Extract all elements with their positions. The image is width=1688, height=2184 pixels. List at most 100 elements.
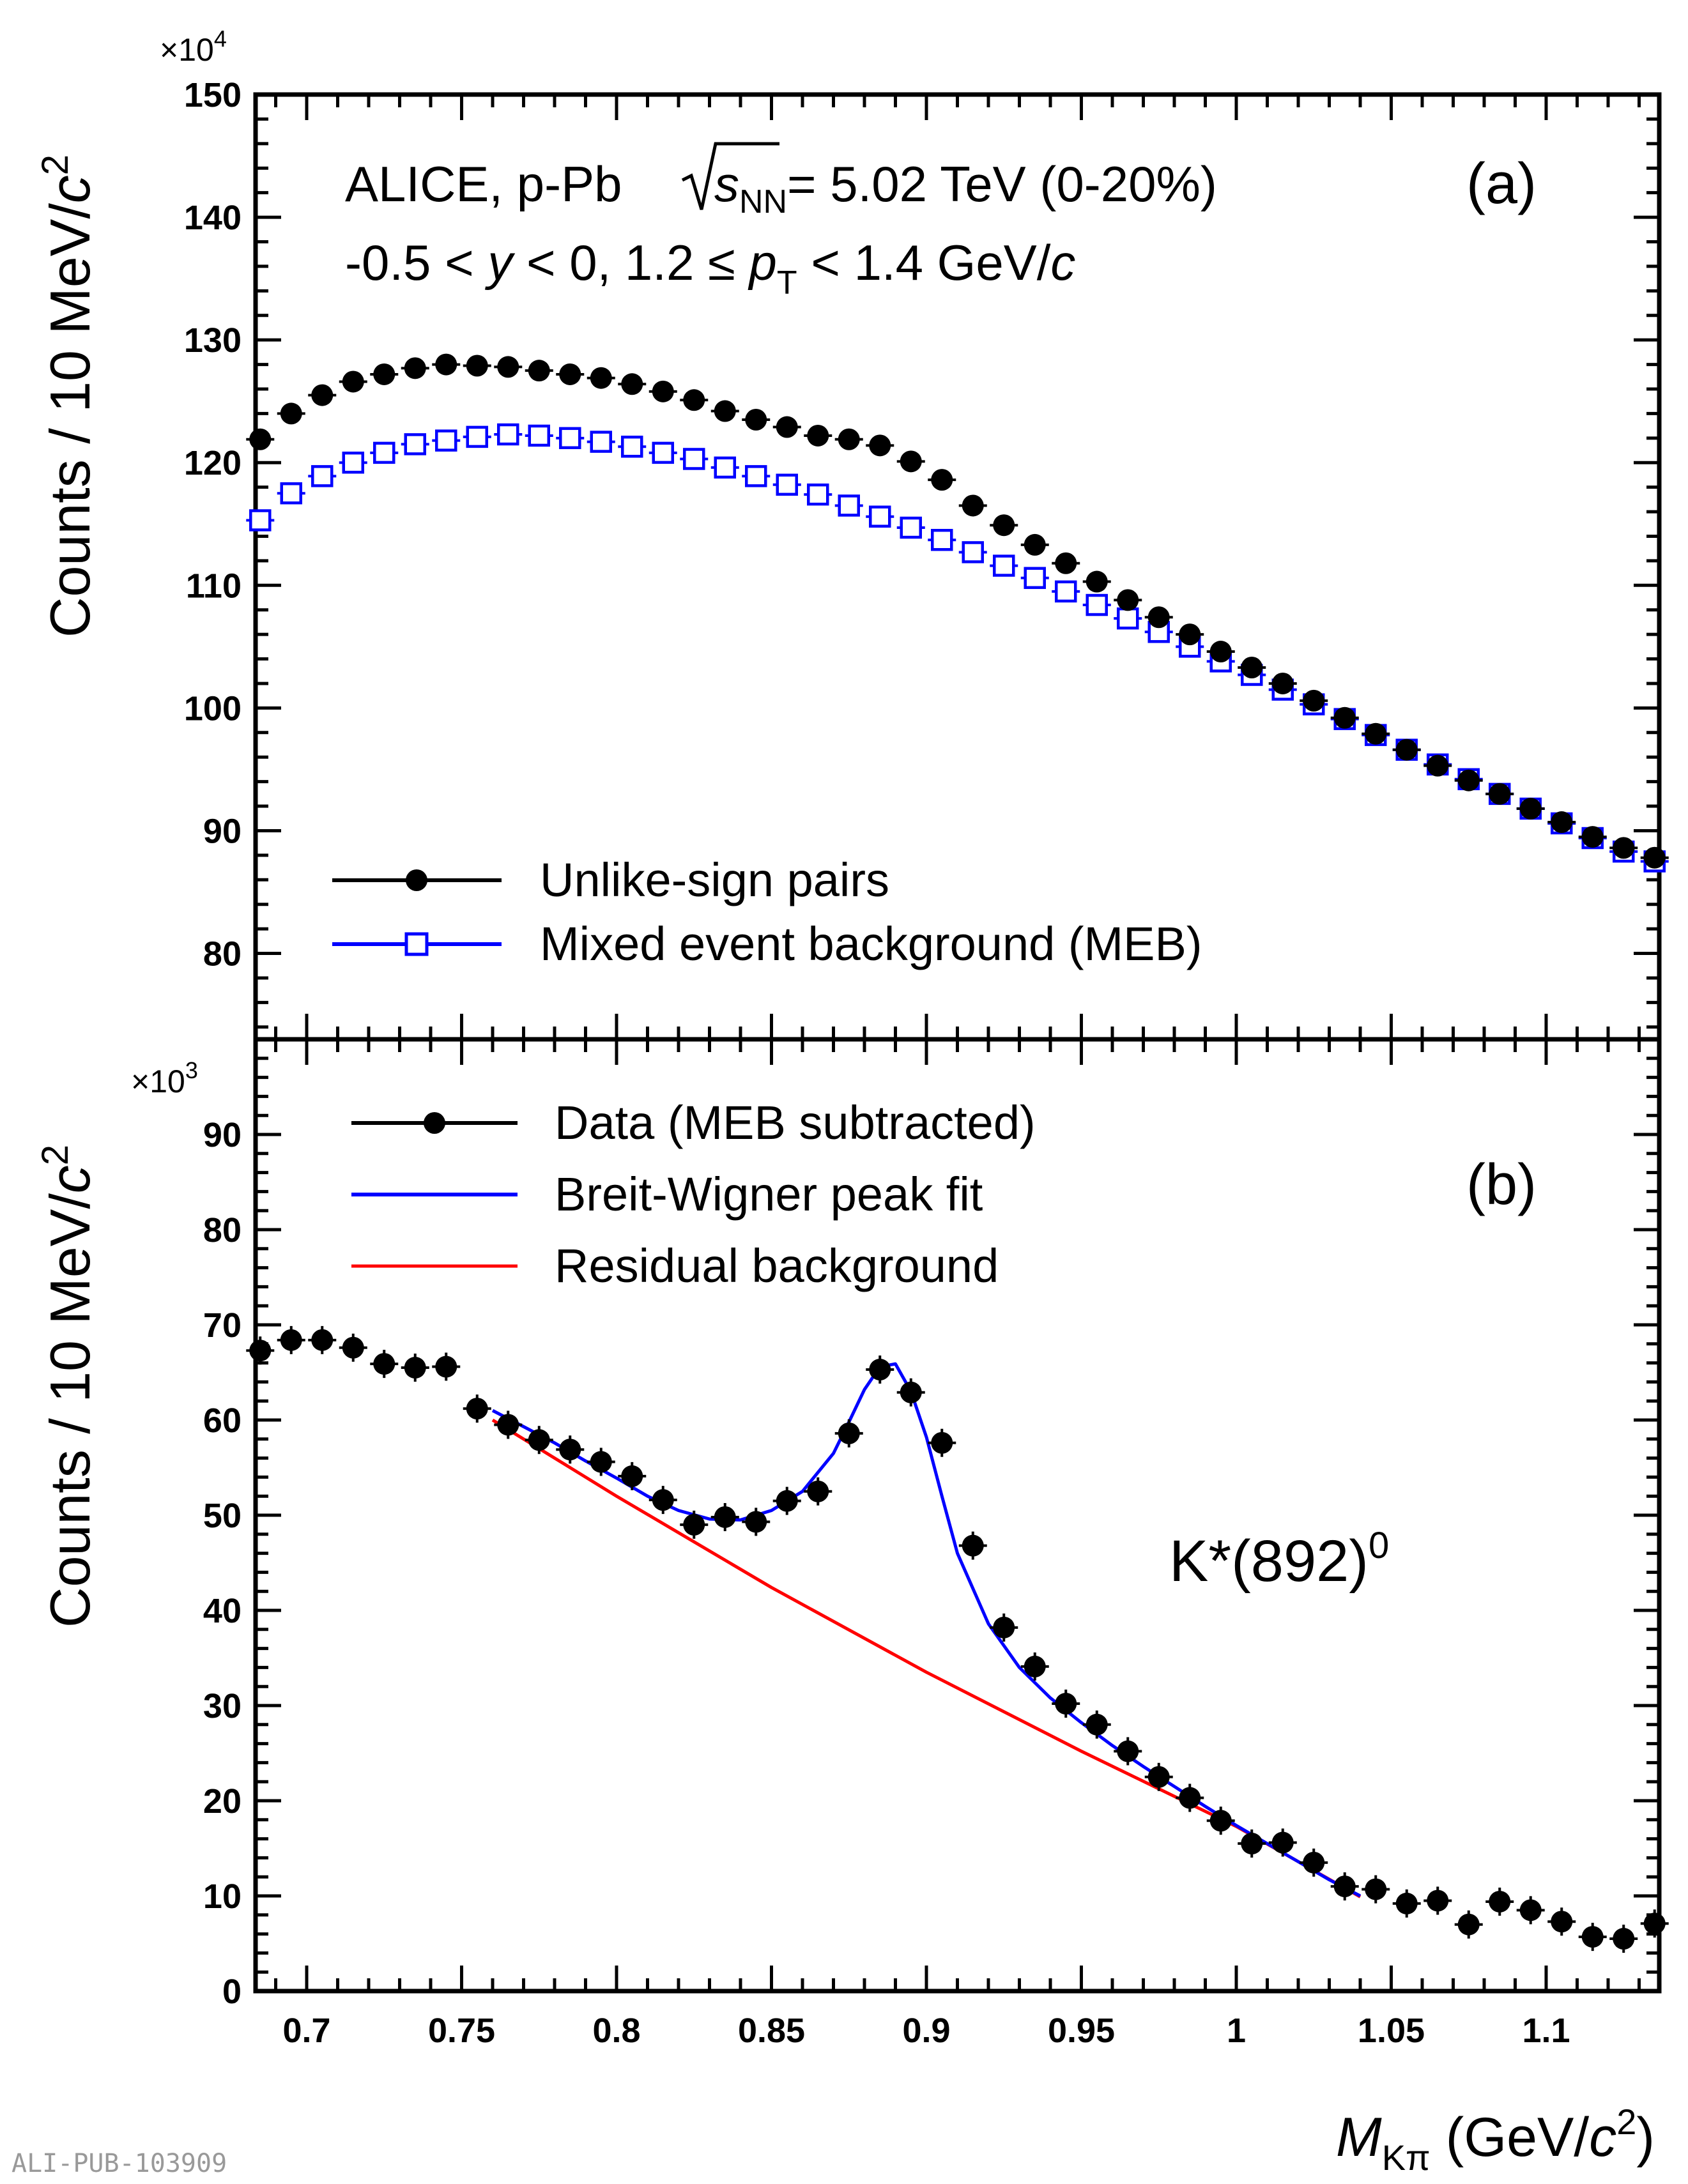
data-point	[528, 1429, 550, 1451]
legend-unlike-label: Unlike-sign pairs	[540, 853, 889, 906]
unlike-point	[1427, 754, 1449, 777]
unlike-point	[590, 367, 612, 389]
data-point	[435, 1355, 457, 1378]
meb-point	[311, 465, 334, 487]
unlike-point	[1333, 706, 1356, 729]
unlike-point	[1519, 797, 1542, 820]
data-point	[652, 1489, 674, 1511]
data-point	[1303, 1851, 1325, 1874]
meb-point	[1116, 607, 1139, 630]
panel-b-ytick-labels: 0 10 20 30 40 50 60 70 80 90	[203, 1116, 242, 2011]
meb-point	[776, 473, 799, 496]
data-point	[1241, 1833, 1263, 1855]
meb-point	[714, 456, 737, 479]
unlike-point	[869, 434, 891, 457]
data-point	[497, 1414, 519, 1436]
unlike-point	[745, 409, 767, 431]
legend-data-label: Data (MEB subtracted)	[555, 1096, 1036, 1149]
meb-point	[497, 423, 519, 446]
data-point	[683, 1513, 705, 1536]
meb-point	[931, 528, 953, 551]
data-point	[714, 1506, 736, 1528]
unlike-point	[1613, 837, 1635, 859]
meb-point	[962, 541, 984, 563]
data-point	[776, 1490, 798, 1512]
data-point	[1581, 1926, 1604, 1948]
meb-point	[280, 482, 303, 505]
legend-unlike-marker	[406, 869, 427, 891]
unlike-point	[1551, 811, 1573, 834]
panel-a-ytick-label: 80	[203, 935, 242, 974]
data-point	[962, 1534, 984, 1557]
data-point	[404, 1357, 426, 1379]
data-point	[1055, 1693, 1077, 1715]
unlike-point	[1271, 672, 1294, 694]
meb-point	[1024, 567, 1046, 590]
data-point	[1613, 1928, 1635, 1950]
data-point	[1519, 1899, 1542, 1921]
panel-b-ytick-label: 90	[203, 1116, 242, 1154]
meb-point	[869, 505, 891, 528]
panel-a-ytick-label: 120	[184, 444, 242, 482]
unlike-point	[1117, 589, 1139, 611]
data-point	[1365, 1878, 1387, 1900]
data-point	[466, 1398, 488, 1420]
data-point	[621, 1465, 643, 1487]
xaxis-title: MKπ (GeV/c2)	[1336, 2102, 1655, 2178]
meb-point	[342, 451, 365, 474]
panel-a-legend: Unlike-sign pairs Mixed event background…	[332, 853, 1202, 970]
meb-point	[249, 509, 272, 531]
unlike-point	[776, 416, 798, 438]
panel-a-ylabel: Counts / 10 MeV/c2	[35, 155, 102, 638]
sqrt-s-label: sNN	[714, 156, 787, 220]
data-point	[590, 1451, 612, 1473]
data-point	[1117, 1740, 1139, 1762]
data-point	[1271, 1831, 1294, 1854]
meb-point	[992, 554, 1015, 577]
unlike-point	[1024, 533, 1046, 556]
data-point	[1489, 1890, 1511, 1913]
unlike-point	[931, 469, 953, 491]
unlike-point	[1055, 552, 1077, 574]
unlike-point	[993, 514, 1015, 537]
panel-a-ytick-label: 100	[184, 689, 242, 728]
meb-point	[590, 431, 613, 453]
panel-b-label: (b)	[1466, 1153, 1537, 1217]
panel-b-ytick-label: 50	[203, 1497, 242, 1535]
panel-b-ylabel: Counts / 10 MeV/c2	[35, 1145, 102, 1628]
meb-point	[559, 427, 581, 450]
unlike-point	[1209, 641, 1232, 663]
unlike-point	[1643, 846, 1666, 869]
panel-a-ytick-label: 150	[184, 76, 242, 114]
unlike-point	[1086, 570, 1108, 593]
panel-b-ytick-label: 20	[203, 1782, 242, 1821]
data-point	[745, 1511, 767, 1533]
meb-point	[900, 516, 923, 539]
unlike-point	[435, 353, 457, 376]
data-point	[1179, 1787, 1201, 1809]
data-point	[1333, 1875, 1356, 1898]
data-point	[931, 1432, 953, 1454]
panel-a-ticks	[256, 93, 1659, 1039]
data-point	[1643, 1913, 1666, 1935]
legend-resid-label: Residual background	[555, 1239, 999, 1292]
meb-point	[683, 448, 705, 470]
panel-b-data-series	[246, 1325, 1669, 1953]
unlike-point	[1241, 657, 1263, 679]
unlike-point	[807, 424, 829, 447]
unlike-point	[559, 363, 581, 385]
panel-b-ytick-label: 40	[203, 1592, 242, 1630]
meb-point	[652, 441, 675, 464]
data-point	[1024, 1655, 1046, 1677]
unlike-point	[1179, 623, 1201, 646]
unlike-point	[1395, 738, 1418, 761]
unlike-point	[962, 494, 984, 517]
legend-data-marker	[424, 1112, 445, 1134]
xtick-labels: 0.7 0.75 0.8 0.85 0.9 0.95 1 1.05 1.1	[282, 2012, 1570, 2050]
meb-point	[373, 441, 395, 464]
unlike-point	[1581, 826, 1604, 848]
unlike-point	[373, 363, 395, 385]
kinematic-cuts-label: -0.5 < y < 0, 1.2 ≤ pT < 1.4 GeV/c	[345, 234, 1075, 302]
xtick-label: 1	[1227, 2012, 1246, 2050]
panel-b-ytick-label: 80	[203, 1211, 242, 1249]
